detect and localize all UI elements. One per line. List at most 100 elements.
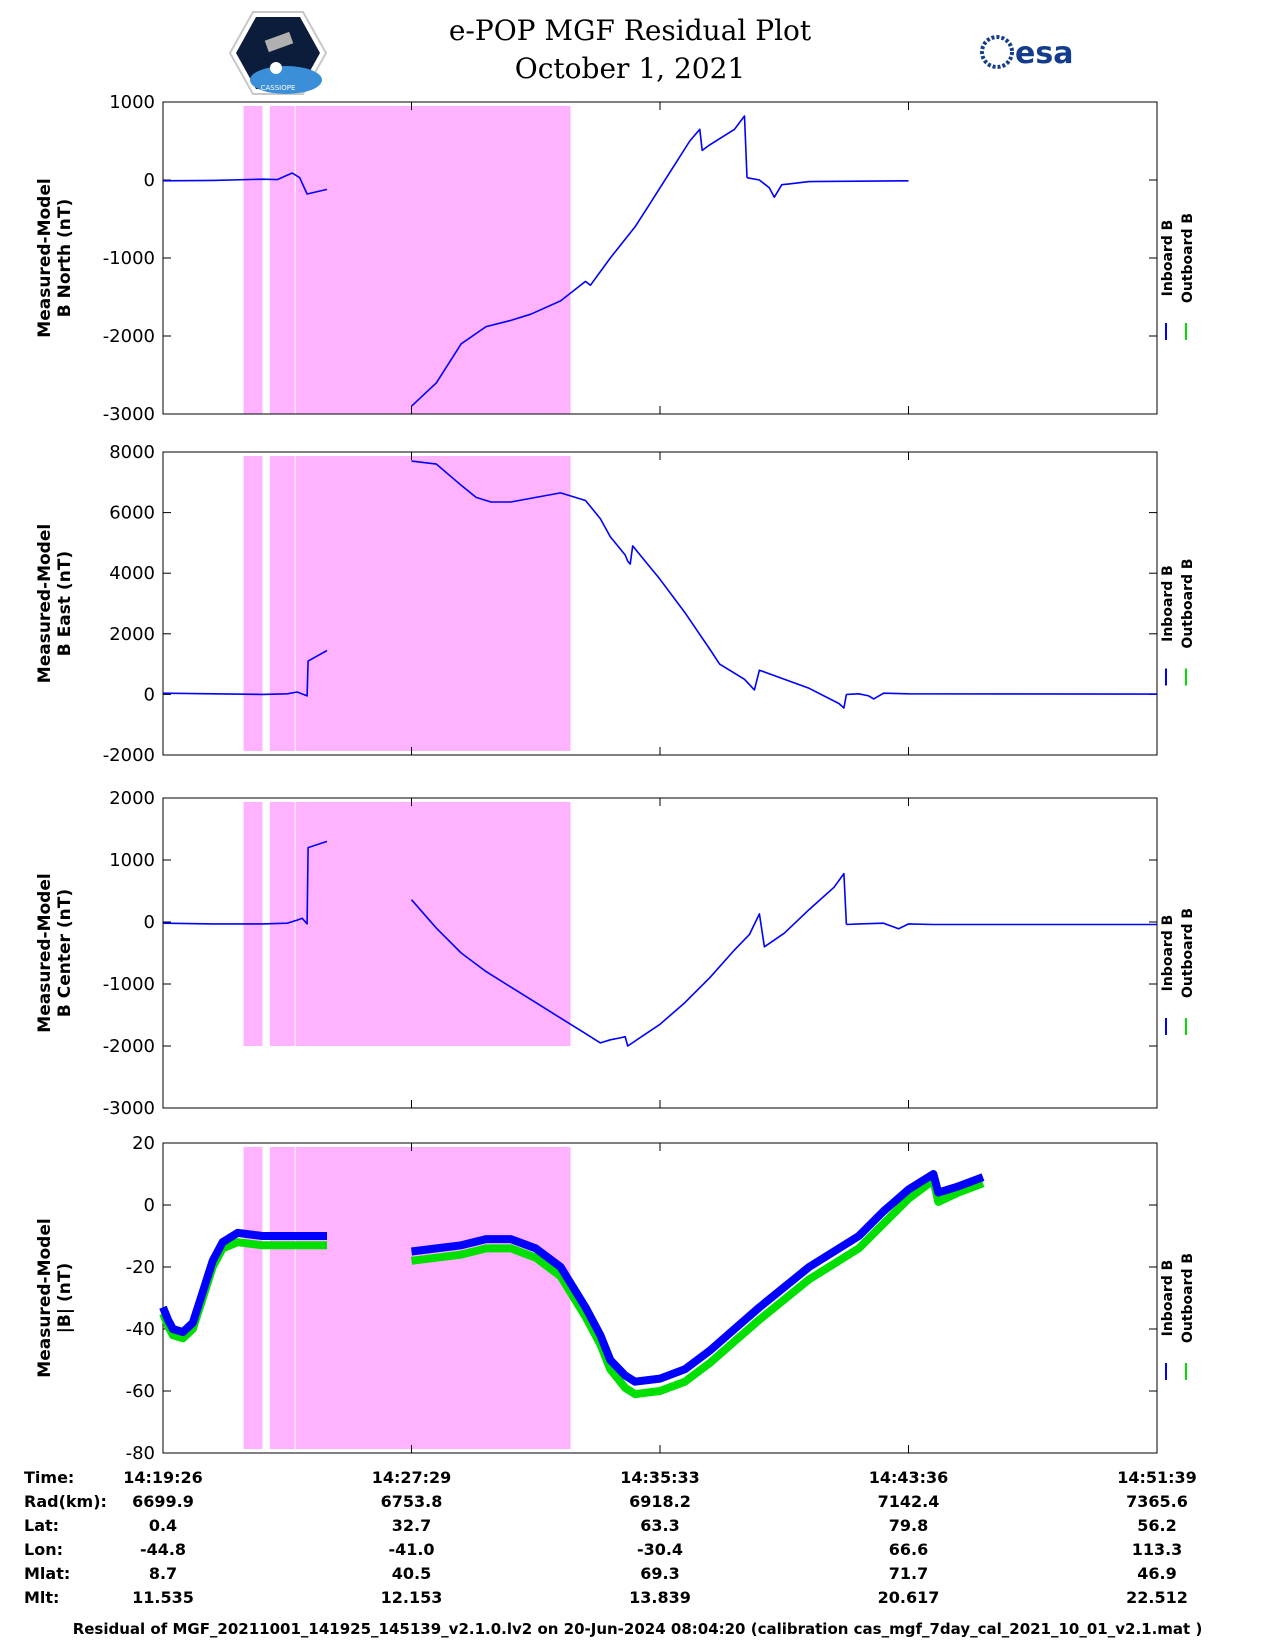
inboard-series-line — [411, 460, 848, 709]
flag-shading-band — [295, 106, 571, 414]
y-tick-label: -80 — [126, 1443, 155, 1464]
y-tick-label: 20 — [132, 1133, 155, 1154]
inboard-series-line — [846, 922, 1157, 930]
y-tick-label: -40 — [126, 1319, 155, 1340]
info-cell: 8.7 — [149, 1564, 177, 1583]
flag-shading-band — [243, 106, 263, 414]
info-cell: 6753.8 — [381, 1492, 443, 1511]
legend-inboard-label: Inboard B — [1160, 565, 1176, 642]
esa-logo: esa — [980, 35, 1073, 71]
info-row-label: Mlt: — [24, 1588, 59, 1607]
legend-outboard-label: Outboard B — [1180, 558, 1196, 648]
flag-shading-band — [243, 1147, 263, 1449]
info-row-label: Mlat: — [24, 1564, 70, 1583]
info-row-label: Lon: — [24, 1540, 63, 1559]
legend-inboard-label: Inboard B — [1160, 220, 1176, 297]
inboard-series-line — [410, 115, 748, 407]
inboard-series-line — [162, 649, 328, 697]
y-tick-label: -1000 — [103, 248, 155, 269]
flag-shading-band — [243, 456, 263, 751]
info-cell: 12.153 — [381, 1588, 443, 1607]
info-cell: 71.7 — [889, 1564, 928, 1583]
y-axis-label: Measured-Model — [35, 1218, 55, 1377]
info-cell: 113.3 — [1132, 1540, 1183, 1559]
inboard-series-line — [411, 1170, 985, 1386]
legend-inboard-label: Inboard B — [1160, 1260, 1176, 1337]
flag-shading-band — [295, 456, 571, 751]
inboard-series-line — [746, 176, 909, 198]
info-row-label: Rad(km): — [24, 1492, 107, 1511]
inboard-series-line — [410, 872, 848, 1047]
legend-inboard-label: Inboard B — [1160, 915, 1176, 992]
info-cell: 14:19:26 — [123, 1468, 203, 1487]
y-tick-label: -2000 — [103, 745, 155, 766]
y-tick-label: -3000 — [103, 1098, 155, 1119]
y-tick-label: 4000 — [109, 563, 155, 584]
info-cell: 7365.6 — [1126, 1492, 1188, 1511]
inboard-series-line — [159, 1228, 327, 1337]
info-row-label: Time: — [24, 1468, 74, 1487]
info-cell: 0.4 — [149, 1516, 177, 1535]
inboard-series-line — [162, 172, 328, 195]
y-axis-label: |B| (nT) — [55, 1263, 75, 1334]
y-tick-label: 8000 — [109, 442, 155, 463]
inboard-series-line — [162, 840, 328, 925]
y-tick-label: 0 — [144, 684, 155, 705]
info-cell: 13.839 — [629, 1588, 691, 1607]
info-cell: 56.2 — [1137, 1516, 1176, 1535]
y-tick-label: -2000 — [103, 1036, 155, 1057]
cassiope-logo: CASSIOPE — [228, 11, 328, 95]
panel-2: 8000 6000 4000 2000 0 -2000 Measured-Model B Ea… — [35, 442, 1196, 766]
chart-title-line1: e-POP MGF Residual Plot — [448, 14, 812, 47]
legend-outboard-label: Outboard B — [1180, 908, 1196, 998]
y-axis-label: B Center (nT) — [55, 889, 75, 1017]
footer-caption: Residual of MGF_20211001_141925_145139_v… — [72, 1620, 1203, 1638]
y-tick-label: -1000 — [103, 974, 155, 995]
panel-1: 1000 0 -1000 -2000 -3000 Measured-Model B Nort… — [35, 92, 1196, 425]
info-cell: 20.617 — [878, 1588, 940, 1607]
legend-outboard-label: Outboard B — [1180, 1253, 1196, 1343]
y-tick-label: 1000 — [109, 850, 155, 871]
info-cell: -41.0 — [388, 1540, 434, 1559]
y-axis-label: Measured-Model — [35, 524, 55, 683]
y-tick-label: -3000 — [103, 404, 155, 425]
esa-logo-text: esa — [1015, 36, 1073, 71]
info-row-label: Lat: — [24, 1516, 59, 1535]
y-tick-label: -20 — [126, 1257, 155, 1278]
info-cell: -44.8 — [140, 1540, 186, 1559]
inboard-series-line — [846, 692, 1158, 700]
y-axis-label: Measured-Model — [35, 873, 55, 1032]
info-cell: 32.7 — [392, 1516, 431, 1535]
panel-3: 2000 1000 0 -1000 -2000 -3000 Measured-Model B … — [35, 788, 1196, 1119]
y-axis-label: B North (nT) — [55, 199, 75, 318]
info-cell: -30.4 — [637, 1540, 683, 1559]
info-cell: 6918.2 — [629, 1492, 691, 1511]
y-tick-label: 0 — [144, 1195, 155, 1216]
y-axis-label: Measured-Model — [35, 178, 55, 337]
y-tick-label: 0 — [144, 912, 155, 933]
info-cell: 66.6 — [889, 1540, 928, 1559]
outboard-series-line — [411, 1176, 985, 1399]
y-axis-label: B East (nT) — [55, 551, 75, 656]
y-tick-label: 1000 — [109, 92, 155, 113]
y-tick-label: 6000 — [109, 503, 155, 524]
info-cell: 14:35:33 — [620, 1468, 700, 1487]
y-tick-label: 0 — [144, 170, 155, 191]
flag-shading-band — [269, 106, 295, 414]
y-tick-label: -2000 — [103, 326, 155, 347]
info-cell: 14:51:39 — [1117, 1468, 1197, 1487]
y-tick-label: 2000 — [109, 624, 155, 645]
info-cell: 6699.9 — [132, 1492, 194, 1511]
info-cell: 40.5 — [392, 1564, 431, 1583]
legend-outboard-label: Outboard B — [1180, 213, 1196, 303]
info-cell: 46.9 — [1137, 1564, 1176, 1583]
flag-shading-band — [269, 456, 295, 751]
info-cell: 63.3 — [640, 1516, 679, 1535]
info-cell: 7142.4 — [878, 1492, 940, 1511]
info-cell: 22.512 — [1126, 1588, 1188, 1607]
info-cell: 14:27:29 — [372, 1468, 452, 1487]
info-cell: 69.3 — [640, 1564, 679, 1583]
chart-title-line2: October 1, 2021 — [514, 52, 746, 85]
y-tick-label: -60 — [126, 1381, 155, 1402]
